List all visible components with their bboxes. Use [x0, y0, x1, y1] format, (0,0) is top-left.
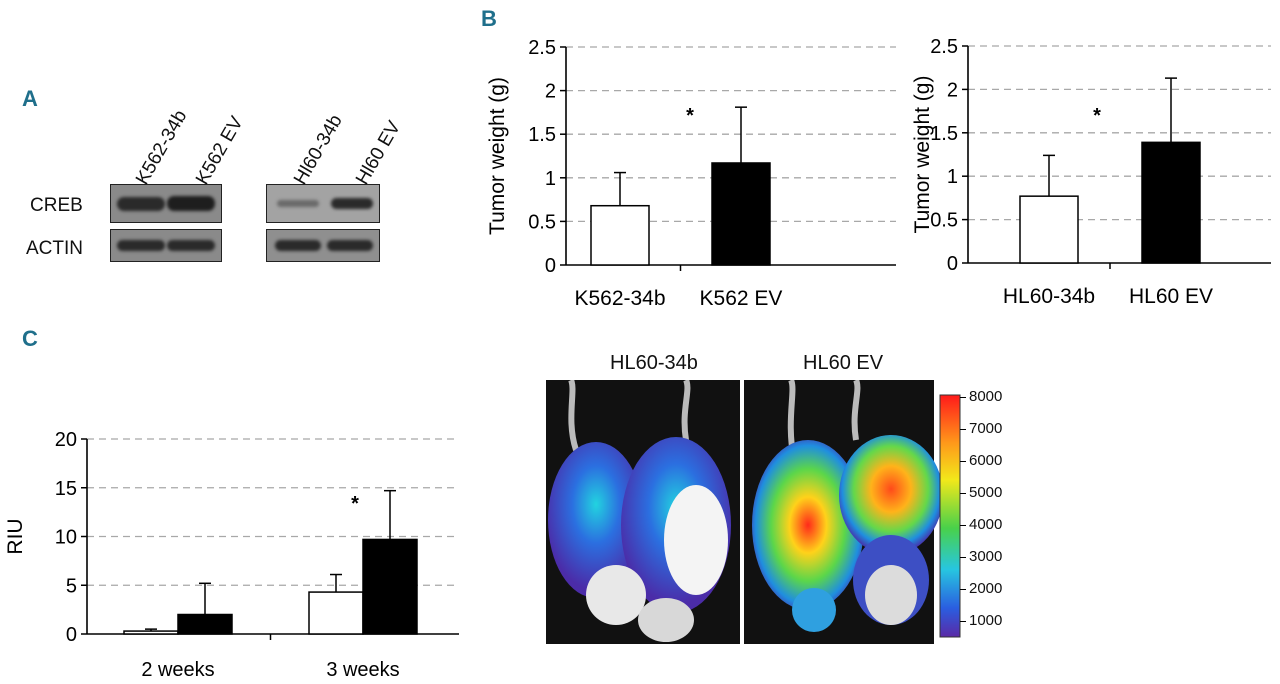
blot-actin-k562 — [110, 229, 222, 262]
blot-actin-hl60 — [266, 229, 380, 262]
x-tick-label: HL60-34b — [1003, 285, 1095, 308]
color-scale-tick-label: 1000 — [969, 612, 1003, 629]
y-tick-label: 10 — [55, 527, 77, 549]
color-scale-tick — [960, 621, 966, 622]
y-tick-label: 2.5 — [930, 36, 958, 58]
color-scale-tick — [960, 429, 966, 430]
y-tick-label: 0 — [947, 253, 958, 275]
x-tick-label: K562-34b — [574, 287, 665, 310]
bar — [590, 204, 650, 266]
panel-label-a: A — [22, 86, 38, 111]
y-tick-label: 1.5 — [930, 123, 958, 145]
color-scale-tick — [960, 589, 966, 590]
panel-label-b: B — [481, 6, 497, 31]
imaging-label-hl60-34b: HL60-34b — [610, 352, 698, 374]
y-tick-label: 15 — [55, 478, 77, 500]
color-scale-tick — [960, 557, 966, 558]
bar — [1141, 141, 1201, 264]
bar — [123, 630, 179, 635]
color-scale-tick — [960, 397, 966, 398]
y-tick-label: 0.5 — [528, 211, 556, 233]
y-tick-label: 0 — [545, 255, 556, 277]
color-scale-tick-label: 3000 — [969, 548, 1003, 565]
y-axis-label: Tumor weight (g) — [486, 77, 509, 235]
x-tick-label: HL60 EV — [1129, 285, 1213, 308]
lane-label: Hl60-34b — [290, 111, 347, 189]
riu-chart: 0 5 10 15 20 RIU 2 weeks 3 weeks * — [4, 429, 459, 681]
y-tick-label: 2.5 — [528, 37, 556, 59]
blot-creb-k562 — [110, 184, 222, 223]
color-scale-tick-label: 6000 — [969, 452, 1003, 469]
mouse-signal — [752, 440, 864, 610]
bar — [711, 162, 771, 266]
y-tick-label: 0 — [66, 624, 77, 646]
x-tick-label: 3 weeks — [326, 659, 399, 681]
lane-label: Hl60 EV — [352, 117, 406, 189]
x-tick-label: K562 EV — [700, 287, 783, 310]
bar — [177, 613, 233, 635]
bioluminescence-image — [546, 380, 961, 644]
mouse-signal — [839, 435, 943, 555]
color-scale-tick-label: 2000 — [969, 580, 1003, 597]
y-axis-label: Tumor weight (g) — [911, 76, 934, 234]
mouse-signal — [548, 442, 644, 598]
y-tick-label: 1 — [947, 166, 958, 188]
significance-marker: * — [686, 105, 694, 127]
tumor-weight-chart-hl60: 0 0.5 1 1.5 2 2.5 Tumor weight (g) HL60-34b HL60… — [911, 36, 1271, 308]
y-tick-label: 2 — [947, 79, 958, 101]
significance-marker: * — [1093, 105, 1101, 127]
y-axis-label: RIU — [4, 518, 27, 554]
row-label-actin: ACTIN — [26, 238, 83, 259]
lane-label: K562-34b — [132, 106, 192, 189]
color-scale-tick-label: 8000 — [969, 388, 1003, 405]
color-scale-tick-label: 5000 — [969, 484, 1003, 501]
imaging-label-hl60-ev: HL60 EV — [803, 352, 884, 374]
y-tick-label: 5 — [66, 575, 77, 597]
color-scale-bar — [939, 394, 961, 638]
y-tick-label: 1.5 — [528, 124, 556, 146]
bar — [362, 538, 418, 635]
y-tick-label: 0.5 — [930, 210, 958, 232]
color-scale-tick — [960, 525, 966, 526]
y-tick-label: 2 — [545, 81, 556, 103]
bar — [1019, 195, 1079, 264]
y-tick-label: 1 — [545, 168, 556, 190]
panel-label-c: C — [22, 326, 38, 351]
color-scale-tick — [960, 461, 966, 462]
color-scale-tick-label: 4000 — [969, 516, 1003, 533]
color-scale-tick-label: 7000 — [969, 420, 1003, 437]
bar — [308, 591, 364, 635]
color-scale-tick — [960, 493, 966, 494]
lane-label: K562 EV — [192, 113, 248, 189]
tumor-weight-chart-k562: 0 0.5 1 1.5 2 2.5 Tumor weight (g) K562-34b K562… — [486, 37, 896, 310]
y-tick-label: 20 — [55, 429, 77, 451]
x-tick-label: 2 weeks — [141, 659, 214, 681]
blot-creb-hl60 — [266, 184, 380, 223]
significance-marker: * — [351, 493, 359, 515]
row-label-creb: CREB — [30, 195, 83, 216]
